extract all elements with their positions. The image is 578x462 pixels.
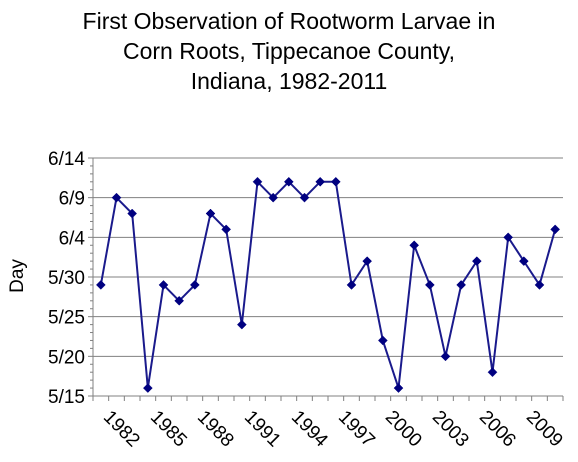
y-tick-label: 5/15 <box>48 387 85 408</box>
data-point <box>174 295 185 306</box>
data-point <box>268 192 279 203</box>
data-point <box>487 367 498 378</box>
data-point <box>550 224 561 235</box>
data-point <box>299 192 310 203</box>
data-point <box>534 280 545 290</box>
y-tick-label: 6/14 <box>48 149 85 170</box>
x-tick-label: 2006 <box>475 407 520 452</box>
data-point <box>424 280 435 290</box>
x-tick-label: 2003 <box>428 407 473 452</box>
data-point <box>456 280 467 290</box>
data-point <box>503 232 514 243</box>
x-tick-label: 2000 <box>381 407 426 452</box>
data-point <box>315 176 326 187</box>
data-point <box>158 280 169 290</box>
data-series <box>95 176 561 393</box>
y-tick-label: 5/20 <box>48 347 85 368</box>
y-tick-label: 5/25 <box>48 308 85 329</box>
data-point <box>95 280 106 290</box>
x-tick-label: 2009 <box>522 407 567 452</box>
data-point <box>440 351 451 362</box>
y-tick-label: 6/9 <box>59 189 85 210</box>
data-point <box>205 208 216 219</box>
data-point <box>142 383 153 393</box>
x-tick-label: 1991 <box>240 407 285 452</box>
chart-title: First Observation of Rootworm Larvae in … <box>0 6 578 96</box>
chart-title-line-1: First Observation of Rootworm Larvae in <box>82 8 496 34</box>
data-point <box>362 256 373 266</box>
data-point <box>377 335 388 346</box>
data-point <box>346 280 357 290</box>
grid-lines <box>93 157 563 357</box>
chart-title-line-3: Indiana, 1982-2011 <box>190 68 388 94</box>
x-tick-label: 1982 <box>99 407 144 452</box>
series-line-0 <box>99 180 557 390</box>
x-tick-label: 1988 <box>193 407 238 452</box>
data-point <box>330 176 341 187</box>
data-point <box>252 176 263 187</box>
data-point <box>283 176 294 187</box>
data-point <box>518 256 529 266</box>
x-tick-label: 1985 <box>146 407 191 452</box>
y-axis-title: Day <box>7 259 28 293</box>
data-point <box>393 383 404 393</box>
y-tick-label: 5/30 <box>48 268 85 289</box>
data-point <box>127 208 138 219</box>
data-point <box>409 240 420 251</box>
x-tick-label: 1994 <box>287 407 332 452</box>
x-tick-label: 1997 <box>334 407 379 452</box>
axes <box>88 157 564 401</box>
data-point <box>236 319 247 330</box>
y-tick-label: 6/4 <box>59 228 86 249</box>
data-point <box>189 280 200 290</box>
data-point <box>111 192 122 203</box>
data-point <box>471 256 482 266</box>
data-point <box>221 224 232 235</box>
chart-title-line-2: Corn Roots, Tippecanoe County, <box>123 38 455 64</box>
